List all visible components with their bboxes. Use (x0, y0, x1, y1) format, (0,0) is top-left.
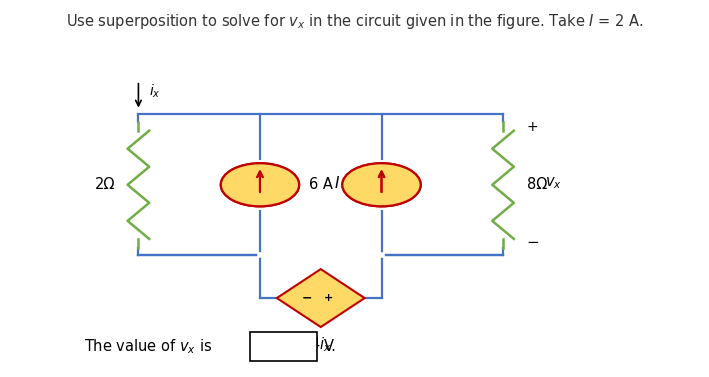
Circle shape (342, 163, 420, 206)
Text: −: − (302, 291, 313, 305)
Circle shape (342, 163, 420, 206)
Text: The value of $v_x$ is: The value of $v_x$ is (84, 337, 213, 356)
Text: −: − (527, 235, 540, 250)
Text: V.: V. (324, 339, 337, 354)
FancyBboxPatch shape (250, 332, 318, 361)
Text: $4i_x$: $4i_x$ (310, 335, 332, 354)
Text: $v_x$: $v_x$ (545, 175, 562, 191)
Text: $I$: $I$ (333, 175, 340, 191)
Text: 8Ω: 8Ω (527, 177, 547, 192)
Text: $i_x$: $i_x$ (149, 83, 161, 100)
Text: 2Ω: 2Ω (94, 177, 115, 192)
Text: Use superposition to solve for $v_x$ in the circuit given in the figure. Take $I: Use superposition to solve for $v_x$ in … (66, 12, 643, 31)
Text: 6 A: 6 A (308, 177, 333, 192)
Circle shape (220, 163, 299, 206)
Polygon shape (277, 269, 364, 327)
Circle shape (220, 163, 299, 206)
Text: +: + (527, 120, 538, 134)
Text: +: + (324, 293, 333, 303)
